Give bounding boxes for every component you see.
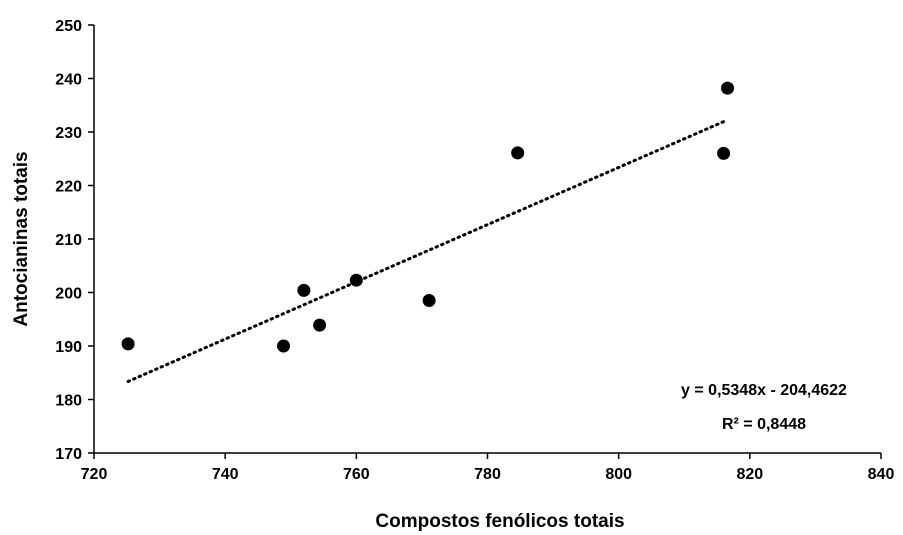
x-tick-label: 720 <box>81 466 108 483</box>
x-tick-label: 740 <box>212 466 239 483</box>
y-tick-label: 190 <box>55 339 82 356</box>
data-point <box>313 318 327 332</box>
r-squared-label: R² = 0,8448 <box>722 416 806 433</box>
y-axis-ticks: 170 180 190 200 210 220 230 240 250 <box>55 18 94 463</box>
data-point <box>717 146 731 160</box>
x-axis-ticks: 720 740 760 780 800 820 840 <box>81 453 895 483</box>
y-tick-label: 170 <box>55 446 82 463</box>
data-point <box>511 146 525 160</box>
trendline-equation: y = 0,5348x - 204,4622 <box>681 382 847 399</box>
y-tick-label: 210 <box>55 232 82 249</box>
x-tick-label: 780 <box>474 466 501 483</box>
x-axis-title: Compostos fenólicos totais <box>375 511 624 532</box>
data-point <box>349 273 363 287</box>
y-axis-title: Antocianinas totais <box>11 151 32 326</box>
data-points <box>121 81 735 353</box>
data-point <box>277 339 291 353</box>
y-tick-label: 250 <box>55 18 82 35</box>
y-tick-label: 240 <box>55 72 82 89</box>
data-point <box>422 294 436 308</box>
x-tick-label: 800 <box>605 466 632 483</box>
data-point <box>721 81 735 95</box>
y-tick-label: 200 <box>55 286 82 303</box>
data-point <box>121 337 135 351</box>
trendline <box>126 118 730 383</box>
data-point <box>297 283 311 297</box>
y-tick-label: 220 <box>55 179 82 196</box>
y-tick-label: 180 <box>55 393 82 410</box>
x-tick-label: 820 <box>736 466 763 483</box>
x-tick-label: 760 <box>343 466 370 483</box>
y-tick-label: 230 <box>55 125 82 142</box>
x-tick-label: 840 <box>868 466 895 483</box>
